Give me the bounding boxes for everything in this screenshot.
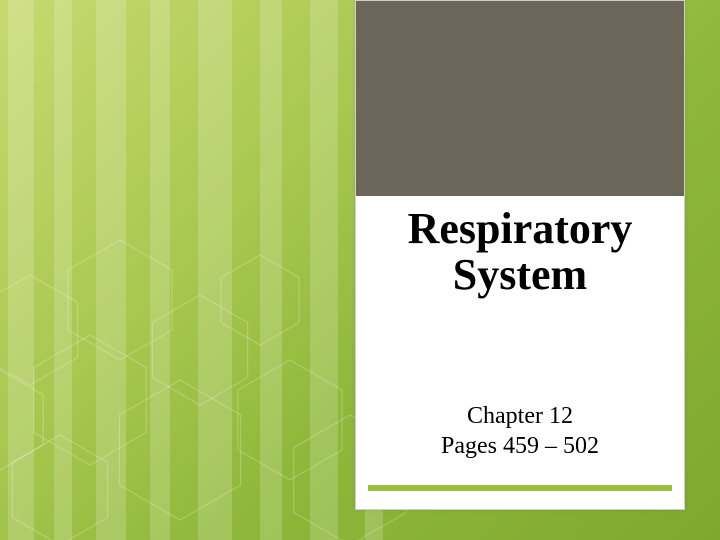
stripe	[96, 0, 126, 540]
header-block	[356, 1, 684, 196]
hexagon-icon	[68, 240, 172, 360]
stripe	[54, 0, 72, 540]
subtitle-line-1: Chapter 12	[356, 401, 684, 431]
hexagon-icon	[0, 275, 78, 385]
stripe	[310, 0, 338, 540]
stripe	[260, 0, 282, 540]
title-line-1: Respiratory	[356, 206, 684, 252]
hexagon-icon	[12, 435, 107, 540]
title-line-2: System	[356, 252, 684, 298]
hexagon-icon	[0, 370, 43, 470]
content-panel: Respiratory System Chapter 12 Pages 459 …	[355, 0, 685, 510]
hexagon-icon	[238, 360, 342, 480]
slide-subtitle: Chapter 12 Pages 459 – 502	[356, 401, 684, 461]
accent-bar	[368, 485, 672, 491]
hexagon-icon	[34, 335, 147, 465]
hexagon-icon	[221, 255, 299, 345]
stripe	[150, 0, 170, 540]
subtitle-line-2: Pages 459 – 502	[356, 431, 684, 461]
slide: Respiratory System Chapter 12 Pages 459 …	[0, 0, 720, 540]
stripe	[198, 0, 232, 540]
slide-title: Respiratory System	[356, 206, 684, 298]
hexagon-icon	[152, 295, 247, 405]
stripe	[8, 0, 34, 540]
hexagon-icon	[119, 380, 240, 520]
